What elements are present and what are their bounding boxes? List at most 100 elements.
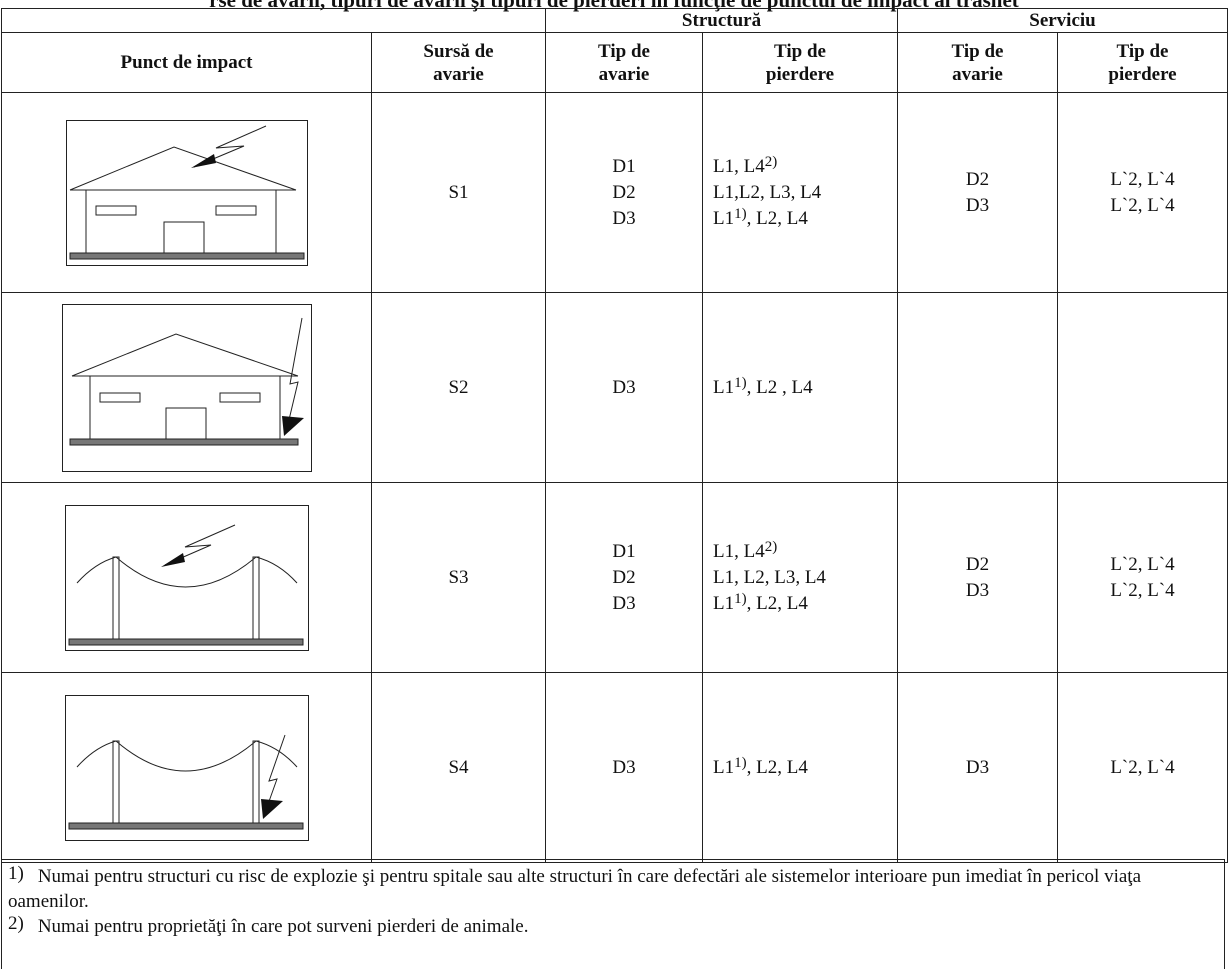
row: S2 D3 L11), L2 , L4 <box>1 292 1228 483</box>
line: D2 <box>612 566 636 588</box>
loss-cell: L1, L42) L1,L2, L3, L4 L11), L2, L4 <box>702 92 898 293</box>
header-text: Tip de avarie <box>598 40 650 85</box>
table-body: S1 D1 D2 D3 L1, L42) L1,L2, L3, L4 L11), L2, L… <box>1 92 1228 863</box>
line: L11), L2, L4 <box>713 591 897 617</box>
service-loss-cell <box>1057 292 1228 483</box>
service-loss-cell: L`2, L`4 <box>1057 672 1228 863</box>
source-cell: S2 <box>371 292 546 483</box>
footnote: 1) Numai pentru structuri cu risc de expl… <box>8 863 1216 914</box>
text: L1 <box>713 207 735 229</box>
damage-cell: D1 D2 D3 <box>545 92 703 293</box>
damage-cell: D3 <box>545 292 703 483</box>
footnotes: 1) Numai pentru structuri cu risc de expl… <box>1 859 1225 969</box>
line: D1 <box>612 155 636 177</box>
service-damage-cell: D2 D3 <box>897 482 1058 673</box>
table: Structură Serviciu Punct de impact Sursă… <box>1 8 1228 863</box>
text: L1,L2, L3, L4 <box>713 181 822 203</box>
impact-cell <box>1 292 372 483</box>
line: L1,L2, L3, L4 <box>713 180 897 206</box>
line: D3 <box>612 207 636 229</box>
impact-cell <box>1 482 372 673</box>
header-cell: Tip de pierdere <box>702 32 898 93</box>
impact-cell <box>1 92 372 293</box>
line: L1, L42) <box>713 154 897 180</box>
service-loss-cell: L`2, L`4 L`2, L`4 <box>1057 482 1228 673</box>
line: D3 <box>965 756 990 778</box>
text: L1 <box>713 756 735 778</box>
text: L1 <box>713 376 735 398</box>
icon-line-ground-strike <box>64 694 309 841</box>
line: D1 <box>612 540 636 562</box>
line: L`2, L`4 <box>1110 168 1175 190</box>
header-cell: Punct de impact <box>1 32 372 93</box>
source-cell: S4 <box>371 672 546 863</box>
line: L11), L2, L4 <box>713 755 897 781</box>
service-damage-cell: D2 D3 <box>897 92 1058 293</box>
line: D2 <box>612 181 636 203</box>
footnote: 2) Numai pentru proprietăţi în care pot s… <box>8 913 1216 939</box>
header-cell <box>1 8 546 33</box>
row: S4 D3 L11), L2, L4 D3 L`2, L`4 <box>1 672 1228 863</box>
text: , L2, L4 <box>746 207 808 229</box>
header-cell: Tip de pierdere <box>1057 32 1228 93</box>
icon-house-roof-strike <box>65 119 308 266</box>
loss-cell: L11), L2 , L4 <box>702 292 898 483</box>
row: S3 D1 D2 D3 L1, L42) L1, L2, L3, L4 L11), L2, … <box>1 482 1228 673</box>
line: L`2, L`4 <box>1110 756 1175 778</box>
line: D3 <box>965 194 990 216</box>
header-cell: Sursă de avarie <box>371 32 546 93</box>
header-cell: Serviciu <box>897 8 1228 33</box>
line: L11), L2, L4 <box>713 206 897 232</box>
header-cell: Structură <box>545 8 898 33</box>
header-text: Tip de pierdere <box>1108 40 1177 85</box>
line: L1, L42) <box>713 539 897 565</box>
header-row: Structură Serviciu <box>1 8 1228 33</box>
superscript: 2) <box>764 153 778 170</box>
text: , L2, L4 <box>746 592 808 614</box>
superscript: 1) <box>734 590 747 607</box>
line: D3 <box>965 579 990 601</box>
header-row: Punct de impact Sursă de avarie Tip de a… <box>1 32 1228 93</box>
line: L`2, L`4 <box>1110 579 1175 601</box>
text: , L2, L4 <box>746 756 808 778</box>
text: L1, L4 <box>713 540 765 562</box>
superscript: 1) <box>734 205 747 222</box>
text: L1 <box>713 592 735 614</box>
damage-cell: D1 D2 D3 <box>545 482 703 673</box>
source-cell: S3 <box>371 482 546 673</box>
line: L`2, L`4 <box>1110 194 1175 216</box>
damage-cell: D3 <box>545 672 703 863</box>
text: L1, L4 <box>713 155 765 177</box>
superscript: 2) <box>764 538 778 555</box>
row: S1 D1 D2 D3 L1, L42) L1,L2, L3, L4 L11), L2, L… <box>1 92 1228 293</box>
line: D2 <box>965 168 990 190</box>
loss-cell: L11), L2, L4 <box>702 672 898 863</box>
loss-cell: L1, L42) L1, L2, L3, L4 L11), L2, L4 <box>702 482 898 673</box>
line: D3 <box>612 756 636 778</box>
header-cell: Tip de avarie <box>545 32 703 93</box>
icon-line-strike <box>64 504 309 651</box>
superscript: 1) <box>734 374 747 391</box>
service-damage-cell <box>897 292 1058 483</box>
line: L1, L2, L3, L4 <box>713 565 897 591</box>
header-text: Sursă de avarie <box>423 40 494 85</box>
header-cell: Tip de avarie <box>897 32 1058 93</box>
line: L11), L2 , L4 <box>713 375 897 401</box>
header-text: Tip de avarie <box>951 40 1004 85</box>
header-text: Tip de pierdere <box>765 40 835 85</box>
footnote-text: Numai pentru proprietăţi în care pot sur… <box>37 916 529 937</box>
text: L1, L2, L3, L4 <box>713 566 826 588</box>
service-damage-cell: D3 <box>897 672 1058 863</box>
icon-house-ground-strike <box>61 303 312 472</box>
header-text: Punct de impact <box>120 52 253 73</box>
line: D3 <box>612 376 636 398</box>
superscript: 1) <box>734 754 747 771</box>
impact-cell <box>1 672 372 863</box>
service-loss-cell: L`2, L`4 L`2, L`4 <box>1057 92 1228 293</box>
footnote-text: Numai pentru structuri cu risc de exploz… <box>8 866 1141 912</box>
text: , L2 , L4 <box>746 376 813 398</box>
line: D3 <box>612 592 636 614</box>
footnote-mark: 1) <box>8 863 24 884</box>
line: L`2, L`4 <box>1110 553 1175 575</box>
